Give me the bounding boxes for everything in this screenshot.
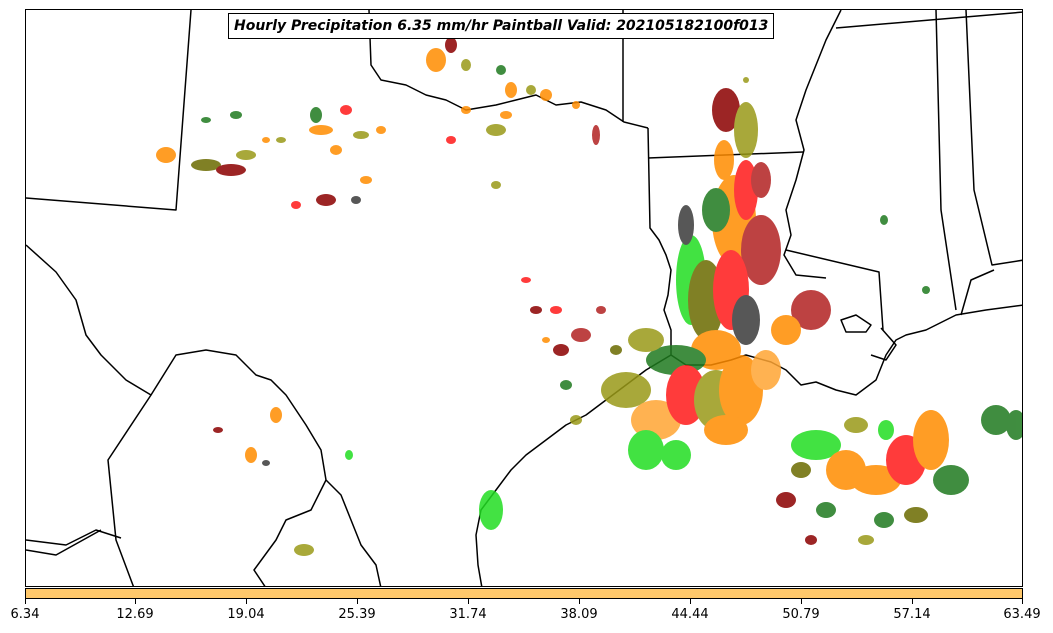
tick-mark-0 [25,599,26,604]
boundary-red-river [368,10,649,129]
boundary-mexico-2 [26,529,122,546]
boundary-mexico-3 [253,479,327,586]
tick-mark-8 [912,599,913,604]
boundary-lines [26,10,1022,586]
tick-label-4: 31.74 [449,607,487,622]
tick-label-2: 19.04 [227,607,265,622]
tick-mark-1 [135,599,136,604]
tick-label-3: 25.39 [338,607,376,622]
boundary-nm-tx-west [26,10,192,211]
boundary-tn [835,11,1022,29]
tick-label-8: 57.14 [893,607,931,622]
tick-label-5: 38.09 [560,607,598,622]
boundary-ms-al [935,10,957,311]
river-mississippi [783,10,842,279]
boundary-sabine [647,127,672,355]
precipitation-map [26,10,1022,586]
tick-label-6: 44.44 [671,607,709,622]
tick-label-0: 6.34 [10,607,40,622]
boundary-al-ga [965,10,1022,266]
tick-mark-9 [1022,599,1023,604]
tick-label-9: 63.49 [1003,607,1041,622]
tick-mark-2 [246,599,247,604]
map-panel [25,9,1023,587]
tick-mark-5 [579,599,580,604]
colorbar [25,588,1023,599]
lake-pontchartrain [840,314,872,333]
tick-mark-6 [690,599,691,604]
tick-label-1: 12.69 [116,607,154,622]
coast-alabama [960,269,995,316]
precipitation-blobs [156,37,1022,556]
tick-mark-7 [801,599,802,604]
boundary-mexico-4 [26,529,102,556]
tick-mark-3 [357,599,358,604]
coast-ms [870,327,897,361]
boundary-mexico-1 [107,394,152,586]
tick-label-7: 50.79 [782,607,820,622]
map-title: Hourly Precipitation 6.35 mm/hr Paintbal… [228,13,775,39]
tick-mark-4 [468,599,469,604]
river-rio-grande [26,244,382,586]
boundary-ms-la [785,249,884,331]
